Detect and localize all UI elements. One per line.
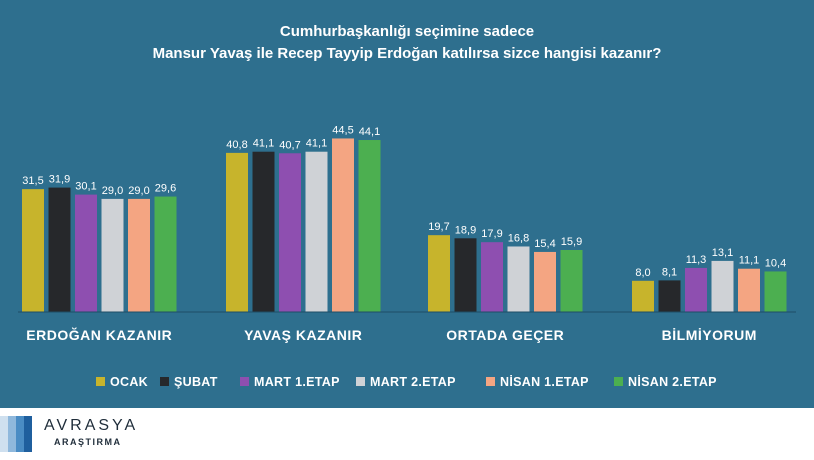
value-label-1-4: 29,0: [102, 185, 123, 197]
legend-label-6: NİSAN 2.ETAP: [628, 374, 717, 389]
value-label-3-4: 16,8: [508, 232, 529, 244]
legend-swatch-4: [356, 377, 365, 386]
value-label-3-1: 19,7: [428, 221, 449, 233]
value-label-4-4: 13,1: [712, 247, 733, 259]
bar-2-2: [252, 151, 275, 312]
value-label-2-3: 40,7: [279, 139, 300, 151]
bar-4-3: [685, 267, 707, 312]
value-label-2-2: 41,1: [253, 138, 274, 150]
brand-subtitle: ARAŞTIRMA: [54, 437, 122, 447]
bar-3-5: [534, 251, 556, 312]
value-label-4-6: 10,4: [765, 257, 786, 269]
bar-4-1: [632, 280, 654, 312]
value-label-1-6: 29,6: [155, 183, 176, 195]
value-label-4-3: 11,3: [686, 254, 707, 266]
bar-3-4: [507, 246, 530, 312]
bar-2-4: [305, 151, 328, 312]
chart-title-line-2: Mansur Yavaş ile Recep Tayyip Erdoğan ka…: [153, 45, 662, 62]
legend-label-2: ŞUBAT: [174, 375, 218, 389]
bars-group: [22, 138, 787, 312]
value-labels-group: 31,5 31,9 30,1 29,0 29,0 29,6 40,8 41,1 40,7 41,1…: [22, 124, 786, 278]
value-label-3-5: 15,4: [534, 238, 555, 250]
bar-3-6: [560, 249, 583, 312]
value-label-2-5: 44,5: [332, 124, 353, 136]
legend-label-1: OCAK: [110, 375, 148, 389]
value-label-3-2: 18,9: [455, 224, 476, 236]
value-label-3-3: 17,9: [481, 228, 502, 240]
legend-swatch-6: [614, 377, 623, 386]
value-label-1-3: 30,1: [75, 181, 96, 193]
legend-swatch-3: [240, 377, 249, 386]
bar-4-2: [658, 280, 681, 312]
value-label-4-2: 8,1: [662, 266, 677, 278]
value-label-2-4: 41,1: [306, 138, 327, 150]
legend-label-5: NİSAN 1.ETAP: [500, 374, 589, 389]
brand-name: AVRASYA: [44, 417, 139, 434]
value-label-2-1: 40,8: [226, 139, 247, 151]
bar-1-5: [128, 198, 150, 312]
value-label-1-5: 29,0: [128, 185, 149, 197]
value-label-1-1: 31,5: [22, 175, 43, 187]
category-labels-group: ERDOĞAN KAZANIR YAVAŞ KAZANIR ORTADA GEÇER…: [26, 326, 757, 343]
bar-2-6: [358, 140, 381, 312]
bar-2-1: [226, 152, 248, 312]
bar-3-1: [428, 235, 450, 312]
category-label-1: ERDOĞAN KAZANIR: [26, 326, 172, 343]
chart-title-line-1: Cumhurbaşkanlığı seçimine sadece: [280, 23, 534, 40]
legend: OCAK ŞUBAT MART 1.ETAP MART 2.ETAP NİSAN 1.E…: [96, 374, 717, 389]
value-label-1-2: 31,9: [49, 174, 70, 186]
bar-2-5: [332, 138, 354, 312]
legend-label-4: MART 2.ETAP: [370, 375, 456, 389]
bar-chart: Cumhurbaşkanlığı seçimine sadece Mansur …: [18, 23, 796, 389]
bar-3-2: [454, 238, 477, 312]
value-label-2-6: 44,1: [359, 126, 380, 138]
legend-label-3: MART 1.ETAP: [254, 375, 340, 389]
category-label-3: ORTADA GEÇER: [446, 327, 564, 343]
category-label-4: BİLMİYORUM: [662, 327, 757, 343]
value-label-3-6: 15,9: [561, 236, 582, 248]
footer: AVRASYA ARAŞTIRMA: [0, 408, 814, 460]
bar-1-1: [22, 189, 44, 312]
bar-2-3: [279, 153, 301, 312]
bar-1-3: [75, 194, 97, 312]
bar-1-4: [101, 198, 124, 312]
logo-mark: [0, 416, 40, 452]
category-label-2: YAVAŞ KAZANIR: [244, 327, 362, 343]
legend-swatch-5: [486, 377, 495, 386]
legend-swatch-1: [96, 377, 105, 386]
bar-4-4: [711, 260, 734, 312]
bar-4-6: [764, 271, 787, 312]
legend-swatch-2: [160, 377, 169, 386]
value-label-4-5: 11,1: [739, 255, 760, 267]
bar-4-5: [738, 268, 760, 312]
bar-1-2: [48, 187, 71, 312]
bar-3-3: [481, 242, 503, 312]
bar-1-6: [154, 196, 177, 312]
value-label-4-1: 8,0: [635, 267, 650, 279]
